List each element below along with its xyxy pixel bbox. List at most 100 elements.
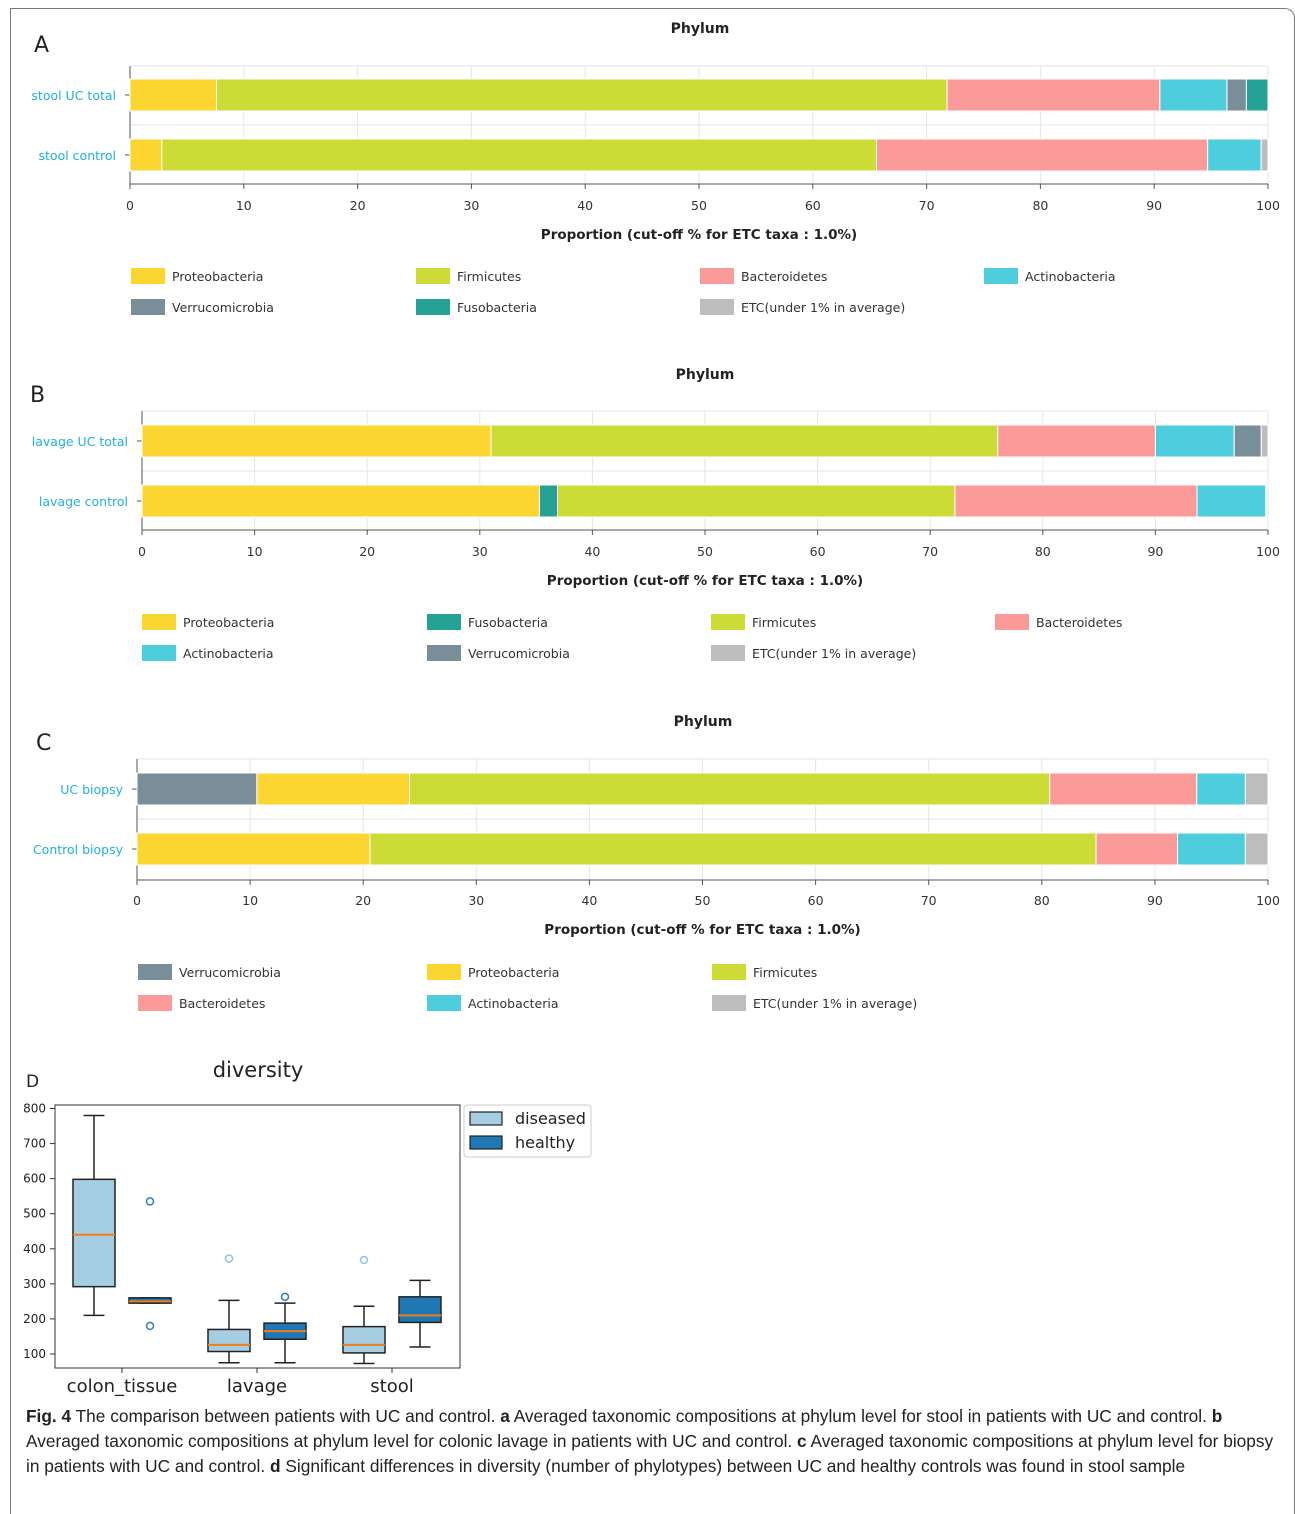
panel-d-diseased-lavage-outlier <box>224 1254 234 1263</box>
caption-intro: The comparison between patients with UC … <box>71 1406 496 1426</box>
caption-d-label: d <box>270 1456 281 1476</box>
panel-c-x-tick-label: 20 <box>355 893 371 908</box>
panel-c-bar-uc-biopsy-etc-under-1-in-average <box>1244 772 1269 806</box>
panel-d-x-tick-label: stool <box>370 1376 413 1397</box>
panel-a-bar-stool-control-actinobacteria <box>1207 138 1262 172</box>
panel-a-bar-stool-uc-total-proteobacteria <box>129 78 217 112</box>
panel-a-legend-label-actinobacteria: Actinobacteria <box>1025 269 1115 284</box>
panel-d-title: diversity <box>213 1058 304 1082</box>
panel-a-x-tick-label: 10 <box>236 198 252 213</box>
panel-a-bar-stool-control-firmicutes <box>161 138 878 172</box>
panel-b-legend-label-verrucomicrobia: Verrucomicrobia <box>468 646 570 661</box>
panel-d-healthy-stool-box <box>398 1296 442 1324</box>
panel-b-label: B <box>30 383 45 408</box>
panel-c-legend-swatch-actinobacteria <box>427 995 461 1011</box>
panel-c-legend-label-etc-under-1-in-average: ETC(under 1% in average) <box>753 996 917 1011</box>
panel-a-title: Phylum <box>671 21 730 37</box>
panel-c-bar-uc-biopsy-proteobacteria <box>256 772 411 806</box>
panel-b-bar-lavage-control-bacteroidetes <box>954 484 1198 518</box>
panel-c-bar-control-biopsy-actinobacteria <box>1177 832 1246 866</box>
panel-a-category-label: stool UC total <box>31 88 116 103</box>
panel-a-bar-stool-control-proteobacteria <box>129 138 163 172</box>
panel-a-x-tick-label: 100 <box>1256 198 1280 213</box>
panel-c-x-tick-label: 80 <box>1034 893 1050 908</box>
panel-a-legend-swatch-proteobacteria <box>131 268 165 284</box>
panel-c-bar-control-biopsy-bacteroidetes <box>1095 832 1179 866</box>
panel-d-diseased-stool-box <box>342 1325 386 1354</box>
figure-caption: Fig. 4 The comparison between patients w… <box>26 1404 1276 1479</box>
panel-c-legend-label-actinobacteria: Actinobacteria <box>468 996 558 1011</box>
panel-a-legend-label-firmicutes: Firmicutes <box>457 269 521 284</box>
panel-c-x-tick-label: 100 <box>1256 893 1280 908</box>
panel-c-legend-label-proteobacteria: Proteobacteria <box>468 965 559 980</box>
panel-b-x-tick-label: 90 <box>1147 544 1163 559</box>
panel-a-legend-swatch-actinobacteria <box>984 268 1018 284</box>
panel-a-bar-stool-control-bacteroidetes <box>876 138 1209 172</box>
panel-c-legend-swatch-bacteroidetes <box>138 995 172 1011</box>
panel-a-bar-stool-uc-total-verrucomicrobia <box>1226 78 1247 112</box>
panel-b-bar-lavage-uc-total-etc-under-1-in-average <box>1260 424 1269 458</box>
panel-a-x-tick-label: 90 <box>1146 198 1162 213</box>
panel-c-legend-swatch-verrucomicrobia <box>138 964 172 980</box>
panel-c-legend-label-firmicutes: Firmicutes <box>753 965 817 980</box>
panel-b-category-label: lavage UC total <box>32 434 128 449</box>
panel-c-legend-swatch-firmicutes <box>712 964 746 980</box>
panel-a-bar-stool-uc-total-firmicutes <box>215 78 948 112</box>
caption-c-label: c <box>797 1431 807 1451</box>
panel-c-bar-control-biopsy-firmicutes <box>369 832 1097 866</box>
panel-b-x-tick-label: 0 <box>138 544 146 559</box>
panel-d-x-tick-label: lavage <box>227 1376 287 1397</box>
panel-d-legend-label-healthy: healthy <box>515 1133 575 1152</box>
panel-b-x-tick-label: 20 <box>359 544 375 559</box>
panel-a-legend-label-etc-under-1-in-average: ETC(under 1% in average) <box>741 300 905 315</box>
panel-d-y-tick-label: 600 <box>23 1172 46 1186</box>
panel-b-legend-swatch-firmicutes <box>711 614 745 630</box>
panel-d-healthy-colon-tissue-outlier <box>145 1197 155 1206</box>
panel-b-legend-label-etc-under-1-in-average: ETC(under 1% in average) <box>752 646 916 661</box>
panel-c-title: Phylum <box>674 714 733 730</box>
figure-charts: A Phylum stool UC total stool control 0 10 20 3… <box>23 21 1280 1397</box>
panel-d-diseased-lavage-box <box>207 1328 251 1353</box>
panel-b-legend-label-fusobacteria: Fusobacteria <box>468 615 548 630</box>
caption-c-text: Averaged taxonomic compositions at phylu… <box>26 1431 1274 1476</box>
panel-b-legend-label-actinobacteria: Actinobacteria <box>183 646 273 661</box>
panel-c-x-tick-label: 30 <box>468 893 484 908</box>
panel-a-x-axis-title: Proportion (cut-off % for ETC taxa : 1.0… <box>541 227 857 243</box>
panel-c-label: C <box>36 731 51 756</box>
panel-b-legend-swatch-actinobacteria <box>142 645 176 661</box>
panel-d-y-tick-label: 800 <box>23 1102 46 1116</box>
panel-d-y-tick-label: 500 <box>23 1207 46 1221</box>
panel-c-x-tick-label: 60 <box>808 893 824 908</box>
panel-b-bar-lavage-uc-total-firmicutes <box>490 424 999 458</box>
panel-a-legend-swatch-verrucomicrobia <box>131 299 165 315</box>
panel-d-y-tick-label: 300 <box>23 1277 46 1291</box>
panel-a-legend-swatch-fusobacteria <box>416 299 450 315</box>
panel-d-healthy-lavage-outlier <box>280 1292 290 1302</box>
panel-d-y-tick-label: 700 <box>23 1137 46 1151</box>
panel-d-legend-swatch-diseased <box>469 1111 503 1126</box>
panel-b-x-tick-label: 80 <box>1035 544 1051 559</box>
panel-c-x-axis-title: Proportion (cut-off % for ETC taxa : 1.0… <box>544 922 860 938</box>
panel-b-bar-lavage-control-fusobacteria <box>538 484 558 518</box>
panel-d-y-tick-label: 200 <box>23 1312 46 1326</box>
panel-a-x-tick-label: 40 <box>577 198 593 213</box>
panel-c-bar-control-biopsy-etc-under-1-in-average <box>1244 832 1269 866</box>
panel-d-healthy-colon-tissue-outlier <box>145 1321 155 1331</box>
caption-fig-label: Fig. 4 <box>26 1406 72 1426</box>
panel-a-bar-stool-control-etc-under-1-in-average <box>1260 138 1269 172</box>
panel-b-x-tick-label: 50 <box>697 544 713 559</box>
panel-a-bar-stool-uc-total-fusobacteria <box>1245 78 1269 112</box>
panel-b-x-tick-label: 60 <box>810 544 826 559</box>
panel-c-category-label: Control biopsy <box>33 842 124 857</box>
panel-c-bar-uc-biopsy-bacteroidetes <box>1049 772 1198 806</box>
panel-a-x-tick-label: 0 <box>126 198 134 213</box>
panel-a-legend-label-bacteroidetes: Bacteroidetes <box>741 269 827 284</box>
panel-d-diseased-colon-tissue-box <box>72 1178 116 1288</box>
panel-c-bar-control-biopsy-proteobacteria <box>136 832 371 866</box>
panel-d-y-tick-label: 100 <box>23 1347 46 1361</box>
panel-c-legend-label-verrucomicrobia: Verrucomicrobia <box>179 965 281 980</box>
panel-d-y-tick-label: 400 <box>23 1242 46 1256</box>
panel-b-legend-label-proteobacteria: Proteobacteria <box>183 615 274 630</box>
panel-b-x-tick-label: 40 <box>584 544 600 559</box>
panel-b-category-label: lavage control <box>39 494 128 509</box>
